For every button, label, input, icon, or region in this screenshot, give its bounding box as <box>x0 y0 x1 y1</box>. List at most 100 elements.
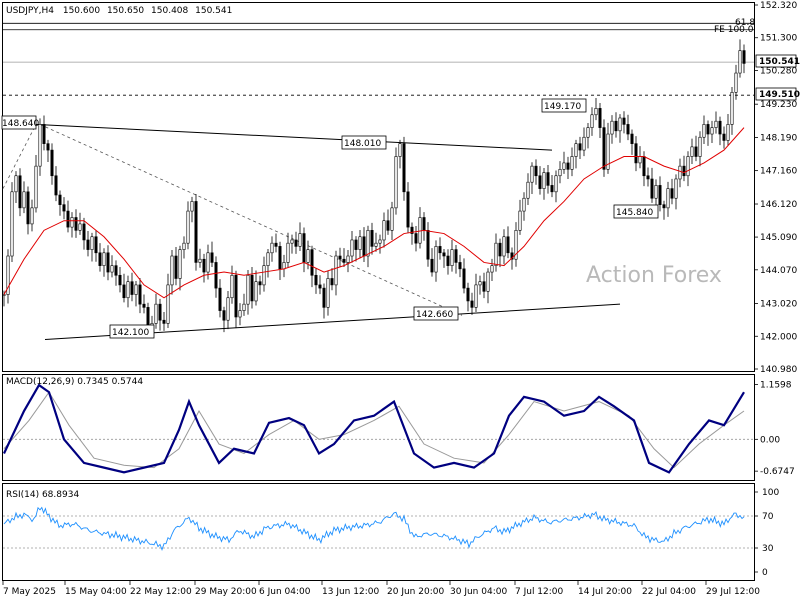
candle-body <box>602 127 606 170</box>
candle-body <box>490 265 494 273</box>
time-tick-label: 15 May 04:00 <box>65 587 127 597</box>
candle-body <box>654 185 658 199</box>
upper-trendline <box>34 123 553 151</box>
candle-body <box>534 165 538 177</box>
candle-body <box>418 217 422 244</box>
candle-body <box>434 246 438 273</box>
candle-body <box>378 239 382 244</box>
candle-body <box>658 185 662 205</box>
time-tick-label: 22 May 12:00 <box>130 587 192 597</box>
candle-body <box>326 278 330 308</box>
candle-body <box>662 204 666 209</box>
time-tick-label: 14 Jul 20:00 <box>578 587 632 597</box>
candle-body <box>242 303 246 311</box>
candle-body <box>426 230 430 260</box>
candle-body <box>170 255 174 286</box>
candle-body <box>22 191 26 209</box>
candle-body <box>478 281 482 286</box>
candle-body <box>138 284 142 305</box>
candle-body <box>286 242 290 263</box>
macd-tick-label: 1.1598 <box>760 381 792 391</box>
candle-body <box>598 108 602 128</box>
level-box <box>755 87 797 101</box>
candle-body <box>674 178 678 199</box>
macd-panel-frame <box>2 374 755 481</box>
price-tick-label: 144.070 <box>760 266 797 276</box>
candle-body <box>54 175 58 196</box>
candle-body <box>514 230 518 260</box>
candle-body <box>518 210 522 231</box>
candle-body <box>618 117 622 132</box>
candle-body <box>182 242 186 250</box>
price-annotation-148010: 148.010 <box>341 135 387 150</box>
candle-body <box>494 242 498 266</box>
candle-body <box>706 124 710 135</box>
candle-body <box>78 223 82 231</box>
candle-body <box>634 143 638 164</box>
candle-body <box>686 156 690 177</box>
candle-body <box>430 258 434 273</box>
candle-body <box>354 239 358 250</box>
candle-body <box>346 255 350 263</box>
candle-body <box>670 188 674 199</box>
candle-body <box>566 162 570 170</box>
candle-body <box>322 287 326 308</box>
candle-body <box>234 274 238 318</box>
price-annotation-148640-text: 148.640 <box>2 119 39 129</box>
candle-body <box>126 281 130 299</box>
price-tick-label: 140.980 <box>760 365 797 375</box>
candle-body <box>210 252 214 263</box>
candle-body <box>594 108 598 116</box>
candle-body <box>270 242 274 254</box>
candle-body <box>30 207 34 225</box>
price-tick-label: 148.190 <box>760 134 797 144</box>
price-annotation-142660-text: 142.660 <box>416 310 453 320</box>
price-tick-label: 143.020 <box>760 300 797 310</box>
candle-body <box>714 120 718 128</box>
price-axis: 152.320 151.300 150.280 149.230 148.190 147.1… <box>754 1 797 375</box>
ohlc-open: 150.600 <box>63 6 100 16</box>
price-annotation-142100-box <box>109 324 155 339</box>
candle-body <box>466 287 470 302</box>
candle-body <box>738 50 742 74</box>
time-tick-label: 6 Jun 04:00 <box>259 587 311 597</box>
candle-body <box>314 274 318 286</box>
candle-body <box>442 252 446 257</box>
candle-body <box>306 249 310 263</box>
candle-body <box>542 172 546 189</box>
price-annotation-145840: 145.840 <box>613 204 659 219</box>
candle-body <box>58 194 62 205</box>
candle-body <box>122 284 126 299</box>
candle-body <box>590 114 594 128</box>
candle-body <box>546 172 550 186</box>
candle-body <box>158 303 162 321</box>
macd-axis: 1.1598 0.00 -0.6747 <box>754 381 795 477</box>
candle-body <box>582 136 586 151</box>
candle-body <box>682 165 686 177</box>
candle-body <box>226 297 230 321</box>
rsi-tick-label: 100 <box>762 488 779 498</box>
candle-body <box>42 124 46 144</box>
candle-body <box>498 242 502 257</box>
price-tick-label: 149.230 <box>760 100 797 110</box>
candle-body <box>262 265 266 286</box>
price-annotation-142100: 142.100 <box>109 324 155 339</box>
candle-body <box>554 175 558 193</box>
macd-tick-label: 0.00 <box>760 435 780 445</box>
candle-body <box>258 281 262 286</box>
candle-body <box>562 162 566 170</box>
candle-body <box>646 175 650 180</box>
candle-body <box>2 294 6 296</box>
price-tick-label: 151.300 <box>760 34 797 44</box>
candle-body <box>438 246 442 254</box>
candle-body <box>718 120 722 135</box>
ohlc-close: 150.541 <box>195 6 232 16</box>
macd-tick-label: -0.6747 <box>760 467 795 477</box>
candle-body <box>74 217 78 231</box>
candle-body <box>302 233 306 263</box>
candle-body <box>350 239 354 257</box>
candle-body <box>294 239 298 247</box>
time-tick-label: 22 Jul 04:00 <box>642 587 696 597</box>
candle-body <box>726 124 730 141</box>
candle-body <box>586 127 590 138</box>
